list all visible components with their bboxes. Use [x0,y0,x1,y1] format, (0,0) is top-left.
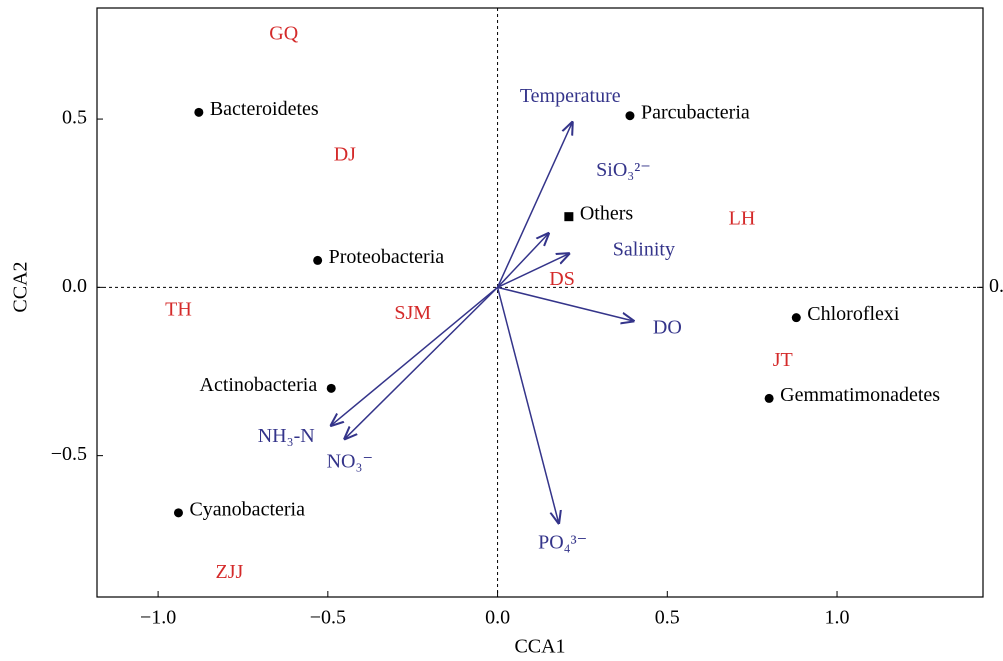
vector-arrow [496,122,573,288]
species-label: Bacteroidetes [210,98,319,120]
x-tick-label: −0.5 [310,607,346,629]
x-tick-label: −1.0 [140,607,176,629]
y2-tick-label: 0.0 [989,275,1003,297]
site-label: TH [165,299,192,321]
site-label: DS [549,268,575,290]
species-point [564,212,574,222]
species-point [194,107,204,117]
vector-label: NH₃-N [258,425,315,447]
site-label: ZJJ [215,561,243,583]
plot-frame [96,7,984,598]
vector-arrow [331,286,499,425]
vector-label: Temperature [520,85,621,107]
species-point [764,393,774,403]
site-label: GQ [269,23,298,45]
species-label: Cyanobacteria [189,498,305,520]
site-label: DJ [334,144,356,166]
y-axis-title: CCA2 [10,261,32,312]
species-label: Others [580,202,634,224]
species-label: Chloroflexi [807,303,900,325]
species-label: Parcubacteria [641,101,750,123]
site-label: LH [729,208,756,230]
vector-arrow [497,254,569,289]
x-tick-label: 1.0 [825,607,850,629]
species-label: Gemmatimonadetes [780,384,940,406]
species-point [326,383,336,393]
site-label: JT [773,349,793,371]
x-axis-title: CCA1 [514,636,565,658]
vector-arrow [345,286,499,438]
species-point [625,111,635,121]
vector-arrow [497,234,549,288]
species-point [313,255,323,265]
y-tick-label: 0.5 [62,107,87,129]
y-tick-label: −0.5 [51,443,87,465]
vector-label: SiO₃²⁻ [596,159,651,181]
species-label: Proteobacteria [329,246,445,268]
vector-label: Salinity [613,238,675,260]
vector-arrow [497,286,634,321]
vector-label: DO [653,317,682,339]
species-point [791,313,801,323]
vector-arrow [496,287,559,523]
site-label: SJM [394,302,431,324]
x-tick-label: 0.0 [485,607,510,629]
vector-label: NO₃⁻ [327,450,373,472]
species-point [173,508,183,518]
x-tick-label: 0.5 [655,607,680,629]
vector-label: PO₄³⁻ [538,532,587,554]
species-label: Actinobacteria [200,374,318,396]
y-tick-label: 0.0 [62,275,87,297]
